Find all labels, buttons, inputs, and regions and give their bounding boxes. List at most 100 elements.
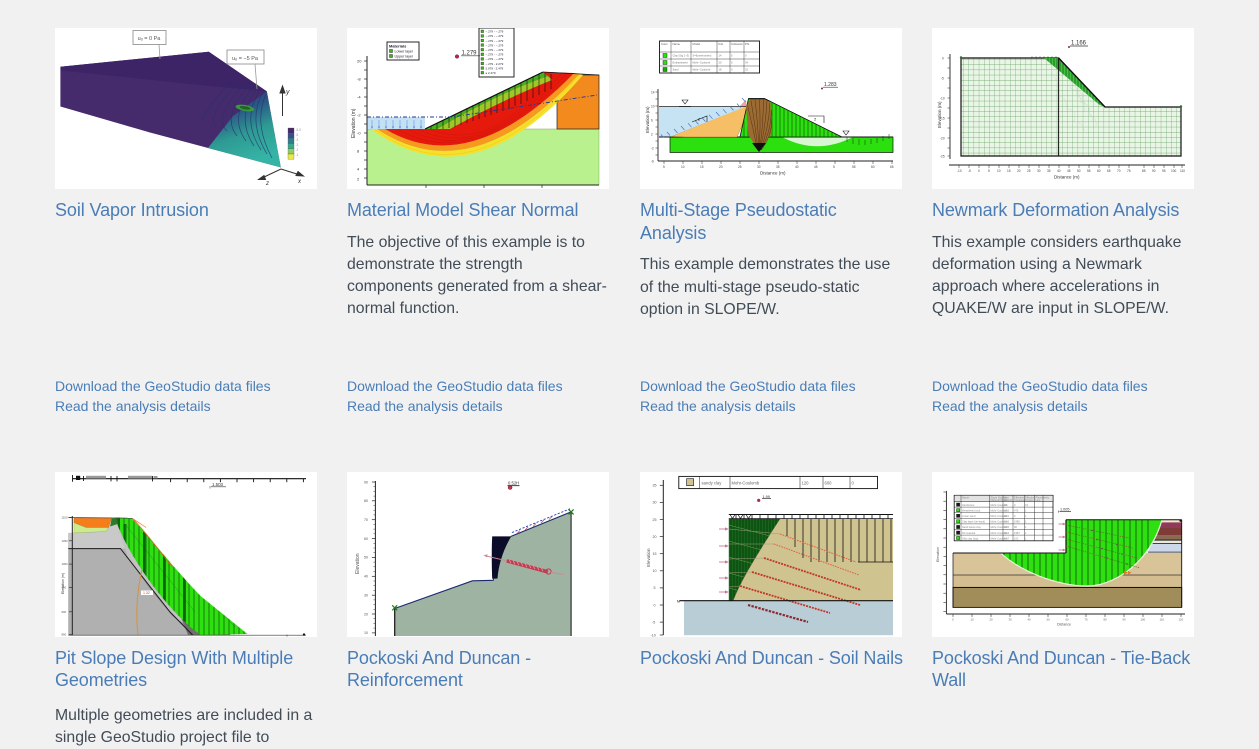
svg-text:1: 1 [1025,514,1027,518]
svg-text:40: 40 [364,575,368,579]
svg-text:-8: -8 [357,77,361,82]
svg-text:30: 30 [364,594,368,598]
svg-text:50: 50 [1047,618,1051,622]
svg-text:Name: Name [962,496,969,500]
svg-text:1.503: 1.503 [212,482,224,487]
svg-text:162: 162 [1014,536,1019,540]
svg-text:Weight: Weight [1004,498,1012,502]
svg-text:90: 90 [364,480,368,484]
svg-text:Line: Line [1036,498,1041,502]
svg-text:110: 110 [1180,169,1185,173]
svg-text:uₒ = 0 Pa: uₒ = 0 Pa [138,36,162,42]
svg-text:2: 2 [651,133,653,137]
svg-text:Mohr-Coulomb: Mohr-Coulomb [991,536,1009,540]
svg-text:Mohr-Coulomb: Mohr-Coulomb [732,481,760,486]
svg-text:65: 65 [890,165,894,169]
svg-text:50: 50 [1077,169,1081,173]
svg-text:0: 0 [852,481,855,486]
svg-text:Slope Stability: Slope Stability [991,496,1008,500]
svg-text:110: 110 [1160,618,1165,622]
svg-text:Mohr–Coulomb: Mohr–Coulomb [693,61,711,65]
svg-text:Distance (m): Distance (m) [760,171,786,176]
svg-text:10: 10 [971,618,975,622]
svg-text:Weathered rock: Weathered rock [962,508,981,512]
svg-text:20: 20 [990,618,994,622]
svg-text:20: 20 [357,59,362,64]
svg-text:-1: -1 [296,153,299,157]
svg-text:−.279 - −.279: −.279 - −.279 [486,43,504,47]
svg-text:30: 30 [1037,169,1041,173]
svg-text:1: 1 [1025,520,1027,524]
svg-text:45: 45 [1067,169,1071,173]
svg-text:5: 5 [988,169,990,173]
svg-text:Elevation (m): Elevation (m) [645,106,650,133]
svg-text:Color: Color [661,42,668,46]
svg-text:Cohesion: Cohesion [731,42,743,46]
svg-text:Elevation (m): Elevation (m) [351,108,357,138]
svg-text:1.166: 1.166 [1071,41,1087,47]
svg-text:1.32: 1.32 [143,591,150,595]
svg-text:1.283: 1.283 [824,82,837,88]
svg-text:22.5: 22.5 [1004,508,1010,512]
svg-text:80: 80 [364,499,368,503]
svg-text:1: 1 [1025,525,1027,529]
svg-text:4: 4 [357,167,360,172]
svg-text:y: y [285,89,290,96]
svg-text:Lower layer: Lower layer [395,50,414,54]
svg-text:40: 40 [795,165,799,169]
svg-text:120: 120 [802,481,810,486]
svg-text:2: 2 [357,177,360,182]
svg-text:30: 30 [757,165,761,169]
svg-text:1.005: 1.005 [1060,508,1070,512]
svg-text:-10: -10 [651,633,656,637]
svg-text:25: 25 [738,165,742,169]
svg-text:15: 15 [1007,169,1011,173]
svg-text:-20: -20 [940,137,945,141]
svg-text:100: 100 [1141,618,1146,622]
svg-text:Clay layer (tie-back): Clay layer (tie-back) [962,520,985,524]
svg-text:-25: -25 [940,155,945,159]
svg-text:1100: 1100 [62,516,68,520]
svg-text:60: 60 [1066,618,1070,622]
svg-text:Upper layer: Upper layer [395,55,414,59]
svg-text:Fill material: Fill material [962,531,976,535]
svg-text:95: 95 [1162,169,1166,173]
svg-text:5: 5 [654,586,656,590]
svg-text:≥ 2.479: ≥ 2.479 [486,71,496,75]
svg-text:15: 15 [653,552,657,556]
svg-text:30: 30 [1009,618,1013,622]
svg-text:-15: -15 [940,117,945,121]
svg-text:2: 2 [698,117,701,122]
svg-text:Effective: Effective [1025,496,1035,500]
svg-text:-2: -2 [296,148,299,152]
svg-text:Elevation: Elevation [646,548,651,567]
svg-text:-4: -4 [296,138,299,142]
svg-text:22.1: 22.1 [1004,514,1010,518]
svg-text:70: 70 [1085,618,1089,622]
svg-text:Silty clay (top): Silty clay (top) [962,536,978,540]
svg-text:10: 10 [653,569,657,573]
svg-text:60: 60 [1097,169,1101,173]
svg-text:S=f(overburden): S=f(overburden) [693,54,712,58]
svg-text:-2: -2 [651,147,654,151]
svg-text:80: 80 [1104,618,1108,622]
svg-text:Embankment: Embankment [673,61,689,65]
svg-text:1: 1 [1025,508,1027,512]
svg-text:Unit: Unit [718,42,723,46]
svg-text:35: 35 [653,484,657,488]
svg-text:5: 5 [731,54,733,58]
svg-text:600: 600 [825,481,833,486]
svg-text:35: 35 [776,165,780,169]
svg-text:-4: -4 [357,95,361,100]
svg-text:0: 0 [978,169,980,173]
svg-text:14: 14 [651,91,655,95]
svg-text:32: 32 [745,68,748,72]
svg-text:34: 34 [745,61,748,65]
svg-text:-5: -5 [941,77,944,81]
svg-text:21.5: 21.5 [1004,525,1010,529]
svg-text:Material Model: Material Model [991,498,1008,502]
svg-text:1: 1 [1025,531,1027,535]
svg-text:-5.5: -5.5 [296,128,302,132]
svg-text:Clay (Stg 1–3): Clay (Stg 1–3) [673,54,690,58]
svg-text:20.4: 20.4 [1004,531,1010,535]
